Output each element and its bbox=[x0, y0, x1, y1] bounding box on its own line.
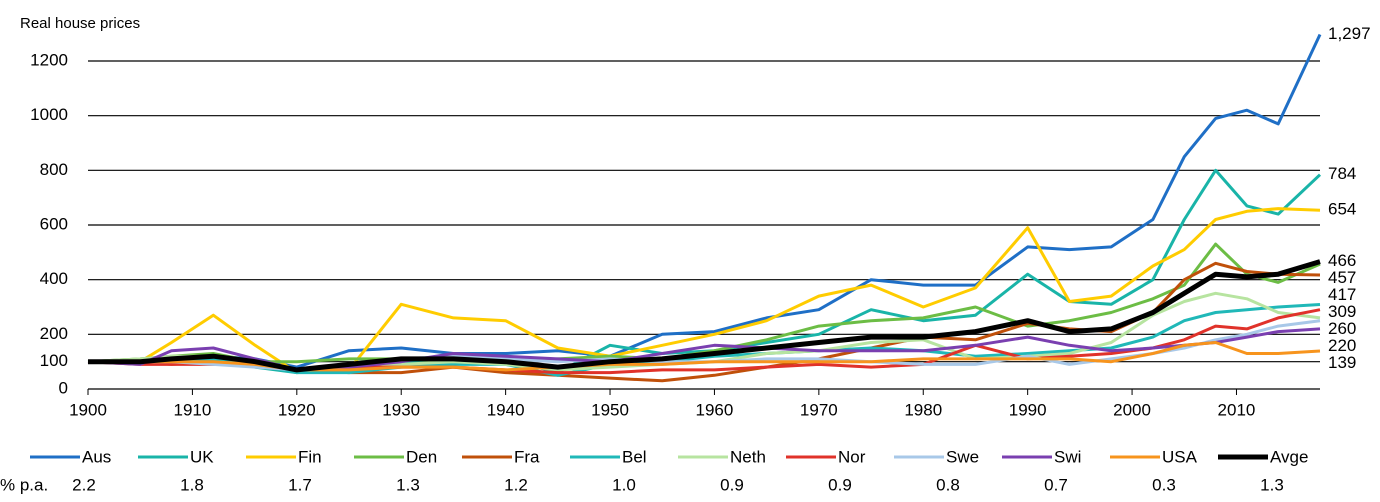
x-tick-label: 1900 bbox=[69, 400, 107, 419]
legend-label: Nor bbox=[838, 447, 866, 466]
legend-label: UK bbox=[190, 447, 214, 466]
end-label: 1,297 bbox=[1328, 24, 1371, 43]
x-tick-label: 1920 bbox=[278, 400, 316, 419]
end-label: 139 bbox=[1328, 353, 1356, 372]
legend-label: Fra bbox=[514, 447, 540, 466]
pa-value: 1.7 bbox=[288, 475, 312, 494]
y-tick-label: 1000 bbox=[30, 105, 68, 124]
series-line bbox=[88, 207, 1321, 375]
end-label: 457 bbox=[1328, 268, 1356, 287]
x-tick-label: 1950 bbox=[591, 400, 629, 419]
pa-value: 1.0 bbox=[612, 475, 636, 494]
x-tick-label: 1940 bbox=[487, 400, 525, 419]
legend-label: Swe bbox=[946, 447, 979, 466]
pa-label: % p.a. bbox=[0, 475, 48, 494]
end-label: 260 bbox=[1328, 319, 1356, 338]
legend-label: USA bbox=[1162, 447, 1198, 466]
series-line bbox=[87, 242, 1321, 364]
legend-label: Neth bbox=[730, 447, 766, 466]
pa-value: 0.8 bbox=[936, 475, 960, 494]
pa-value: 0.9 bbox=[828, 475, 852, 494]
legend-label: Avge bbox=[1270, 447, 1308, 466]
legend-label: Den bbox=[406, 447, 437, 466]
y-tick-label: 600 bbox=[40, 214, 68, 233]
chart-title: Real house prices bbox=[20, 15, 140, 32]
x-tick-label: 1960 bbox=[696, 400, 734, 419]
x-tick-label: 1970 bbox=[800, 400, 838, 419]
x-tick-label: 1980 bbox=[904, 400, 942, 419]
x-tick-label: 1910 bbox=[173, 400, 211, 419]
x-tick-label: 2010 bbox=[1218, 400, 1256, 419]
legend-label: Bel bbox=[622, 447, 647, 466]
x-tick-label: 1930 bbox=[382, 400, 420, 419]
end-label: 466 bbox=[1328, 251, 1356, 270]
pa-value: 1.3 bbox=[1260, 475, 1284, 494]
y-tick-label: 200 bbox=[40, 324, 68, 343]
pa-value: 0.7 bbox=[1044, 475, 1068, 494]
end-label: 309 bbox=[1328, 302, 1356, 321]
y-tick-label: 400 bbox=[40, 269, 68, 288]
y-tick-label: 0 bbox=[59, 378, 68, 397]
pa-value: 1.3 bbox=[396, 475, 420, 494]
pa-value: 1.8 bbox=[180, 475, 204, 494]
y-tick-label: 800 bbox=[40, 160, 68, 179]
pa-value: 0.9 bbox=[720, 475, 744, 494]
legend-label: Swi bbox=[1054, 447, 1081, 466]
pa-value: 2.2 bbox=[72, 475, 96, 494]
end-label: 654 bbox=[1328, 200, 1356, 219]
pa-value: 1.2 bbox=[504, 475, 528, 494]
legend-label: Fin bbox=[298, 447, 322, 466]
legend-label: Aus bbox=[82, 447, 111, 466]
x-tick-label: 1990 bbox=[1009, 400, 1047, 419]
y-tick-label: 100 bbox=[40, 351, 68, 370]
end-label: 784 bbox=[1328, 164, 1356, 183]
end-label: 220 bbox=[1328, 336, 1356, 355]
x-tick-label: 2000 bbox=[1113, 400, 1151, 419]
end-label: 417 bbox=[1328, 285, 1356, 304]
pa-value: 0.3 bbox=[1152, 475, 1176, 494]
series-line bbox=[88, 259, 1321, 373]
y-tick-label: 1200 bbox=[30, 50, 68, 69]
